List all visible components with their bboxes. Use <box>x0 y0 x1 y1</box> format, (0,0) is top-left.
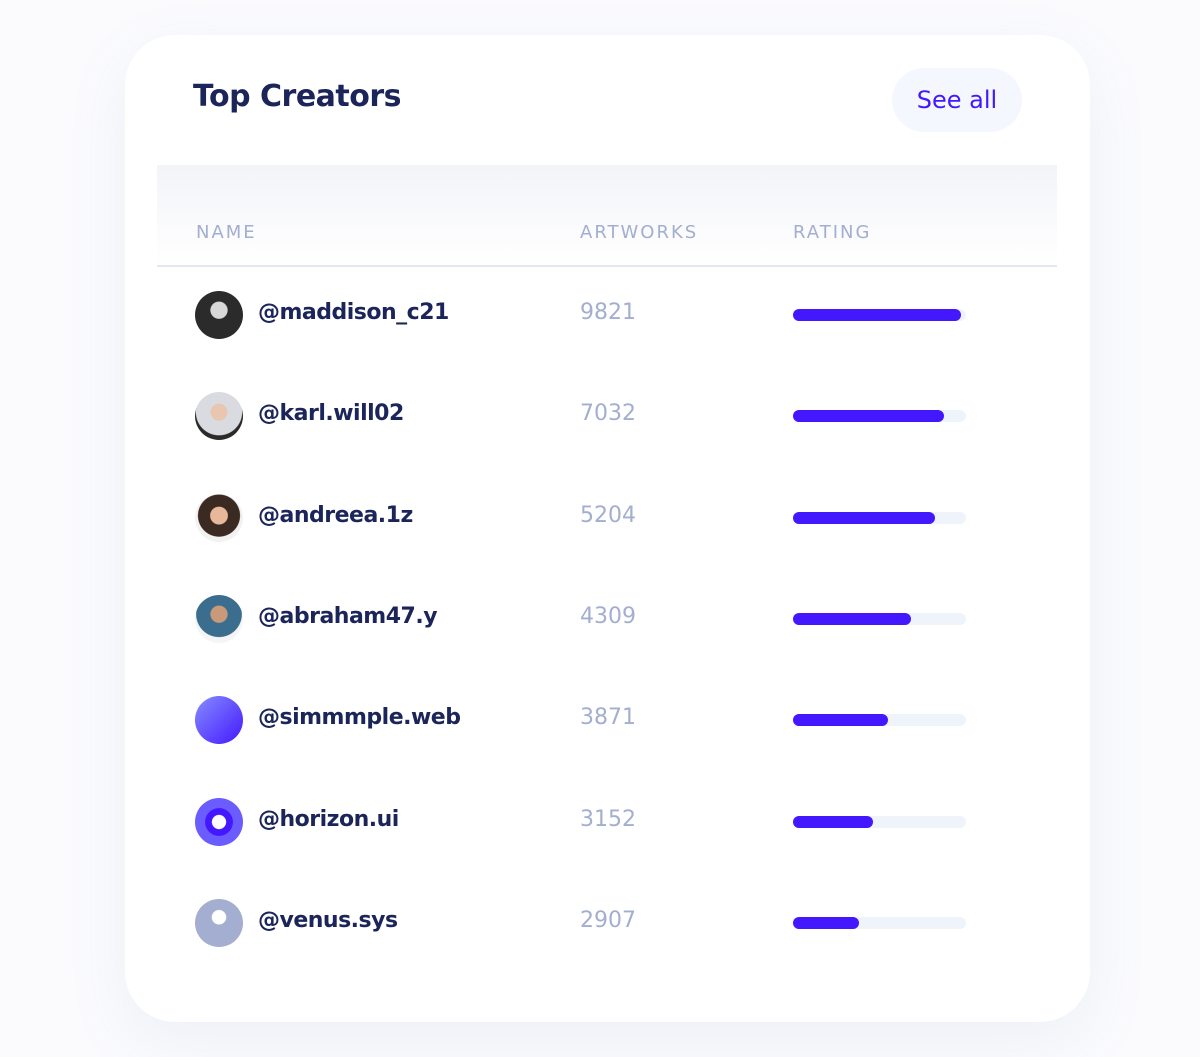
rating-track <box>793 714 966 727</box>
avatar <box>195 797 243 846</box>
rating-bar <box>793 410 944 423</box>
artworks-count: 2907 <box>580 907 636 933</box>
rating-track <box>793 410 966 423</box>
column-header: RATING <box>793 222 872 243</box>
creator-name: @horizon.ui <box>258 806 399 832</box>
rating-track <box>793 815 966 828</box>
artworks-count: 3871 <box>580 705 636 731</box>
creator-name: @venus.sys <box>258 907 398 933</box>
rating-bar <box>793 612 911 625</box>
artworks-count: 3152 <box>580 806 636 832</box>
creator-row: @maddison_c21 9821 <box>125 285 1090 345</box>
creator-row: @venus.sys 2907 <box>125 893 1090 953</box>
creator-name: @abraham47.y <box>258 603 438 629</box>
rating-bar <box>793 815 873 828</box>
rating-bar <box>793 309 961 321</box>
rating-bar <box>793 714 889 727</box>
artworks-count: 4309 <box>580 603 636 629</box>
avatar <box>195 493 243 542</box>
creator-name: @simmmple.web <box>258 705 461 731</box>
creator-name: @maddison_c21 <box>258 300 449 325</box>
top-creators-card: Top Creators See all NAME ARTWORKS RATIN… <box>125 35 1090 1022</box>
avatar <box>195 291 243 339</box>
avatar <box>195 898 243 947</box>
rating-track <box>793 511 966 524</box>
avatar <box>195 594 243 643</box>
rating-track <box>793 309 966 321</box>
creator-row: @horizon.ui 3152 <box>125 792 1090 852</box>
creator-row: @simmmple.web 3871 <box>125 690 1090 750</box>
table-header: NAME ARTWORKS RATING <box>157 165 1057 267</box>
creator-row: @karl.will02 7032 <box>125 386 1090 446</box>
see-all-button[interactable]: See all <box>892 68 1022 132</box>
artworks-count: 7032 <box>580 401 636 427</box>
column-header: NAME <box>196 222 257 243</box>
rating-track <box>793 916 966 929</box>
card-title: Top Creators <box>193 79 402 114</box>
rating-bar <box>793 916 859 929</box>
rating-bar <box>793 511 935 524</box>
creator-name: @karl.will02 <box>258 401 404 427</box>
creator-row: @abraham47.y 4309 <box>125 589 1090 649</box>
artworks-count: 9821 <box>580 300 636 325</box>
rating-track <box>793 612 966 625</box>
creator-row: @andreea.1z 5204 <box>125 488 1090 548</box>
avatar <box>195 696 243 745</box>
artworks-count: 5204 <box>580 502 636 528</box>
column-header: ARTWORKS <box>580 222 699 243</box>
avatar <box>195 392 243 441</box>
creator-name: @andreea.1z <box>258 502 413 528</box>
